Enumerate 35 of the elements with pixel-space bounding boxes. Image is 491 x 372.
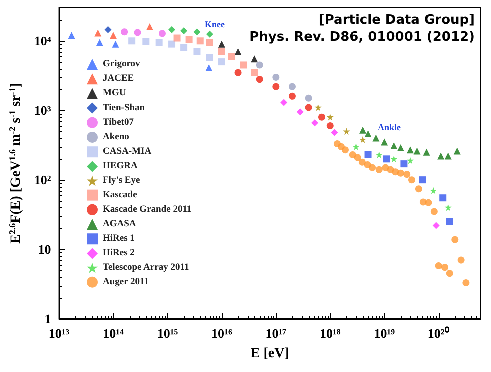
x-tick-label: 10¹⁸ bbox=[320, 326, 341, 341]
legend-label: HEGRA bbox=[103, 162, 138, 172]
text: E2.6F(E) [GeV1.6 m-2 s-1 sr-1] bbox=[8, 83, 24, 244]
legend-label: MGU bbox=[103, 88, 126, 99]
legend-label: Kascade bbox=[103, 190, 138, 200]
annotation: [Particle Data Group] bbox=[318, 13, 476, 28]
y-tick-label: 10³ bbox=[34, 103, 52, 118]
legend-label: HiRes 1 bbox=[103, 234, 136, 244]
x-tick-label: 10¹⁵ bbox=[157, 326, 178, 341]
legend-label: Grigorov bbox=[103, 60, 141, 70]
legend-label: Tibet07 bbox=[103, 118, 134, 128]
x-tick-label: 10¹⁹ bbox=[374, 326, 396, 341]
annotation: Knee bbox=[205, 20, 225, 30]
y-tick-label: 1 bbox=[44, 312, 52, 326]
x-tick-label: 10¹⁶ bbox=[212, 326, 232, 341]
legend-label: CASA-MIA bbox=[103, 147, 152, 158]
x-tick-label: 10¹⁴ bbox=[103, 326, 124, 341]
legend-label: AGASA bbox=[103, 220, 136, 230]
x-tick-label: 10¹³ bbox=[48, 326, 70, 341]
x-tick-label: 10²⁰ bbox=[428, 326, 450, 341]
annotation: Phys. Rev. D86, 010001 (2012) bbox=[250, 30, 475, 45]
legend-label: Tien-Shan bbox=[103, 103, 146, 114]
x-axis-title: E [eV] bbox=[250, 346, 290, 362]
legend-label: Akeno bbox=[103, 132, 130, 142]
legend-label: Fly's Eye bbox=[103, 176, 140, 186]
legend-label: Auger 2011 bbox=[103, 277, 150, 288]
legend-label: HiRes 2 bbox=[103, 248, 136, 259]
legend-label: Kascade Grande 2011 bbox=[103, 204, 192, 215]
y-tick-label: 10² bbox=[34, 172, 52, 188]
annotation: Ankle bbox=[378, 122, 402, 132]
x-tick-label: 10¹⁷ bbox=[266, 326, 287, 341]
legend-label: Telescope Array 2011 bbox=[103, 263, 190, 274]
legend-label: JACEE bbox=[103, 74, 134, 84]
y-tick-label: 10 bbox=[38, 242, 52, 258]
y-tick-label: 10⁴ bbox=[34, 34, 52, 49]
